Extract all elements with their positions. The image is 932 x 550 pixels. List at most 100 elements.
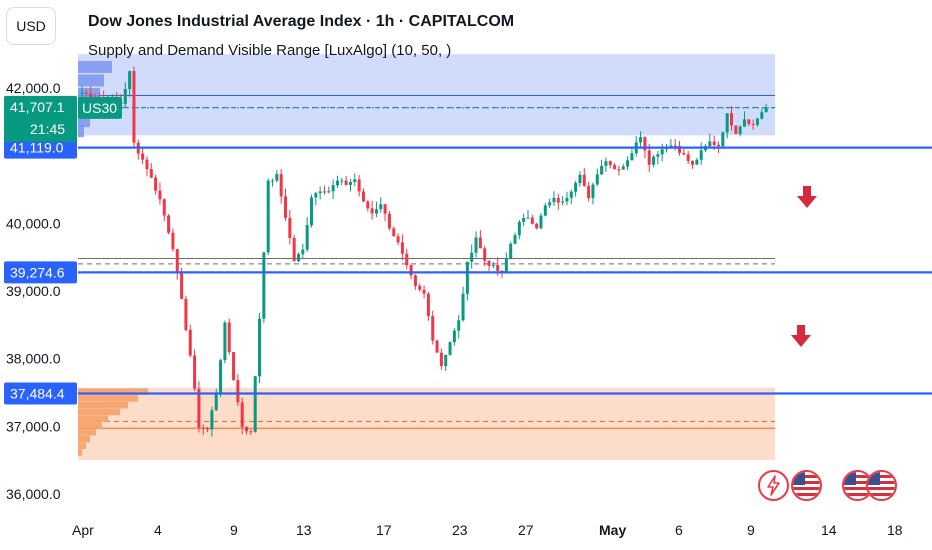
candle-body [279, 174, 283, 197]
candle-body [271, 180, 275, 182]
candle-body [552, 197, 556, 203]
candle-body [513, 235, 517, 244]
candle-body [760, 112, 764, 119]
candle-body [673, 145, 677, 147]
level-price-badge [4, 136, 77, 159]
candle-body [669, 145, 673, 148]
y-tick-label: 38,000.0 [6, 351, 61, 367]
candle-body [439, 352, 443, 367]
candle-body [240, 402, 244, 428]
us-flag-event-icon[interactable] [791, 470, 822, 501]
currency-button[interactable]: USD [6, 7, 56, 45]
y-tick-label: 37,000.0 [6, 418, 61, 434]
candle-body [465, 261, 469, 294]
candle-body [288, 217, 292, 239]
candle-body [175, 249, 179, 272]
candle-body [84, 92, 88, 94]
demand-profile-bar [78, 442, 86, 449]
candle-body [539, 215, 543, 229]
candle-body [608, 161, 612, 166]
candle-body [184, 298, 188, 330]
candle-body [340, 180, 344, 182]
candle-body [357, 179, 361, 192]
candle-body [331, 185, 335, 192]
candle-body [309, 197, 313, 226]
candle-body [643, 137, 647, 151]
candle-body [730, 113, 733, 126]
candle-body [353, 179, 357, 182]
candle-body [301, 249, 305, 255]
candle-body [128, 71, 132, 90]
supply-profile-bar [78, 60, 112, 73]
demand-profile-bar [78, 415, 108, 422]
candle-body [747, 119, 751, 125]
last-price-badge [4, 95, 77, 142]
candle-body [582, 174, 586, 186]
candle-body [504, 258, 508, 273]
candle-body [691, 160, 695, 165]
candle-body [652, 156, 656, 165]
candle-body [314, 193, 318, 198]
candle-body [188, 329, 192, 356]
candle-body [574, 182, 578, 192]
earnings-lightning-icon[interactable] [758, 470, 789, 501]
chart-title: Dow Jones Industrial Average Index · 1h … [88, 13, 515, 30]
candle-body [201, 427, 205, 429]
x-tick-label: 9 [747, 522, 755, 538]
y-tick-label: 42,000.0 [6, 80, 61, 96]
candle-body [223, 322, 227, 361]
candle-body [647, 150, 651, 165]
candle-body [742, 119, 746, 127]
candle-body [578, 174, 582, 183]
candle-body [491, 264, 495, 266]
candle-body [595, 174, 599, 185]
candle-body [305, 225, 309, 250]
candle-body [379, 204, 383, 210]
candle-body [262, 252, 266, 319]
candle-body [548, 202, 552, 206]
candle-body [725, 113, 729, 133]
candle-body [348, 181, 352, 185]
down-arrow-icon [797, 186, 817, 208]
candle-body [322, 191, 326, 193]
candle-body [392, 228, 396, 237]
candle-body [695, 159, 699, 165]
candle-body [370, 208, 374, 214]
indicator-legend[interactable]: Supply and Demand Visible Range [LuxAlgo… [88, 42, 452, 59]
candle-body [764, 107, 768, 113]
demand-zone [78, 387, 775, 461]
candle-body [452, 330, 456, 343]
demand-profile-bar [78, 449, 82, 456]
candle-body [626, 160, 630, 167]
demand-profile-bar [78, 422, 102, 429]
level-price-label: 41,119.0 [10, 140, 64, 156]
demand-profile-bar [78, 388, 148, 395]
candle-body [422, 289, 426, 294]
candle-body [366, 201, 370, 209]
bar-countdown: 21:45 [30, 121, 65, 137]
y-tick-label: 40,000.0 [6, 215, 61, 231]
us-flag-event-icon[interactable] [842, 470, 873, 501]
candle-body [530, 217, 534, 224]
candle-body [123, 89, 127, 104]
candle-body [639, 137, 643, 143]
candle-body [444, 354, 448, 367]
candle-body [361, 191, 365, 202]
demand-profile-bar [78, 395, 138, 402]
demand-profile-bar [78, 401, 128, 409]
candle-body [517, 221, 521, 236]
candle-body [193, 355, 197, 389]
candle-body [660, 149, 664, 155]
candle-body [474, 237, 478, 253]
candle-body [80, 92, 84, 94]
us-flag-event-icon[interactable] [866, 470, 897, 501]
candle-body [405, 253, 409, 266]
candle-body [569, 191, 573, 198]
candle-body [522, 218, 526, 222]
candle-body [457, 320, 461, 331]
candle-body [613, 165, 617, 170]
candle-body [197, 388, 201, 428]
supply-profile-bar [78, 74, 104, 87]
level-price-label: 39,274.6 [10, 264, 65, 280]
